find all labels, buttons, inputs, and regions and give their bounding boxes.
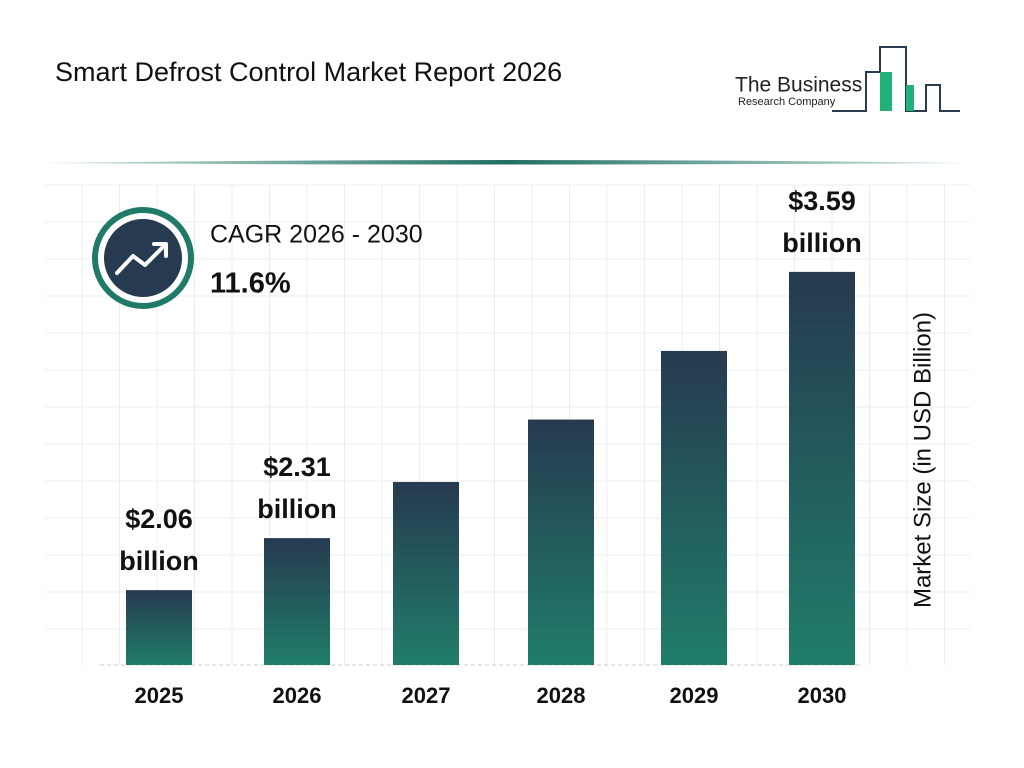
bar [528, 419, 594, 665]
cagr-label: CAGR 2026 - 2030 [210, 221, 423, 249]
y-axis-label: Market Size (in USD Billion) [909, 312, 936, 608]
bar [393, 481, 459, 665]
x-tick-label: 2025 [135, 683, 184, 708]
bar [126, 590, 192, 665]
cagr-value: 11.6% [210, 268, 291, 300]
x-tick-label: 2030 [798, 683, 847, 708]
chart-title: Smart Defrost Control Market Report 2026 [55, 57, 562, 87]
bar [789, 271, 855, 665]
value-label: $2.06 billion [119, 504, 199, 577]
x-tick-label: 2026 [273, 683, 322, 708]
bar [661, 350, 727, 665]
x-tick-label: 2029 [670, 683, 719, 708]
divider [40, 160, 970, 165]
value-label: $3.59 billion [782, 185, 862, 258]
trend-arrow-head [152, 242, 168, 258]
value-label: $2.31 billion [257, 452, 337, 525]
logo-subtext: Research Company [738, 96, 836, 108]
cagr-icon [104, 219, 182, 297]
bar [264, 538, 330, 665]
logo-text: The Business [735, 74, 862, 97]
trend-arrow [115, 243, 167, 275]
logo [832, 46, 960, 112]
x-tick-label: 2028 [537, 683, 586, 708]
x-tick-label: 2027 [402, 683, 451, 708]
